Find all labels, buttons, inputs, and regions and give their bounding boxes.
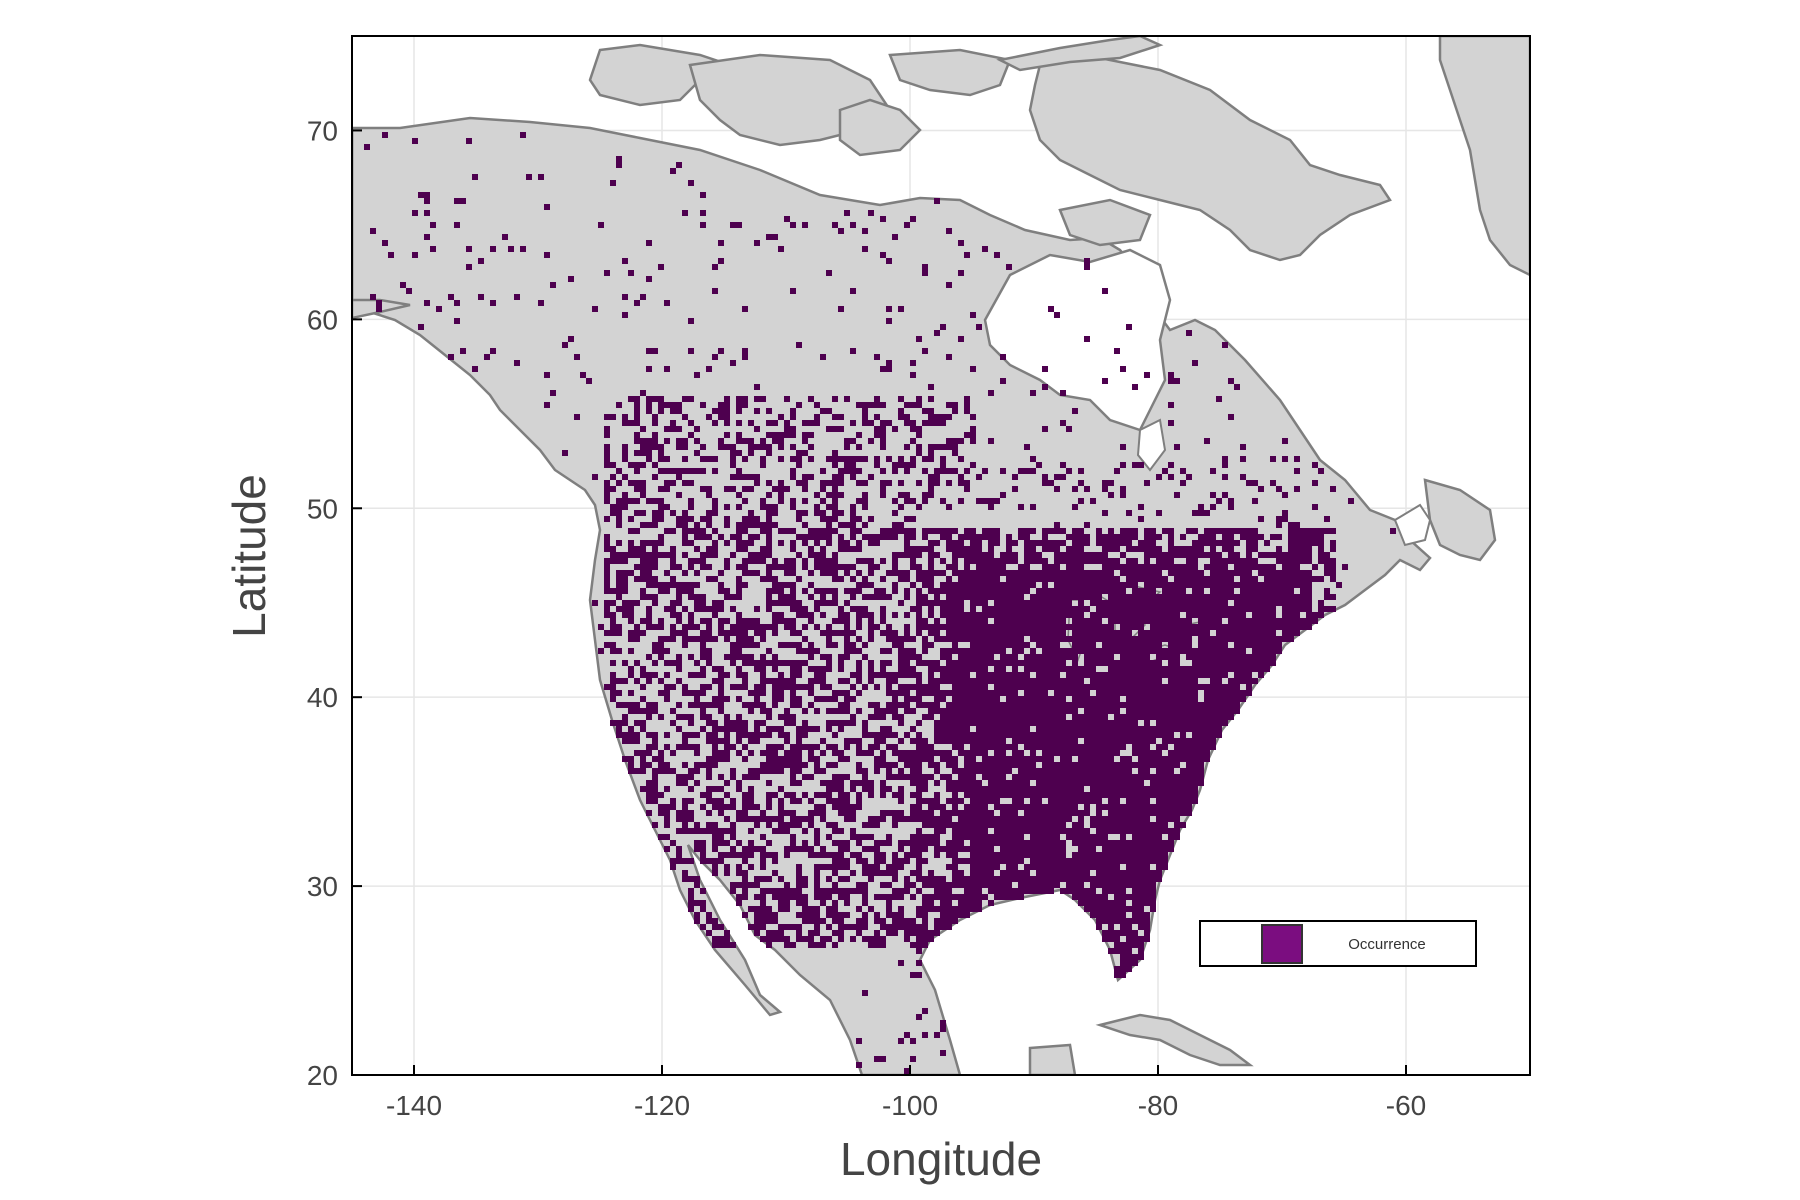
y-tick-label: 20 xyxy=(307,1060,338,1091)
land-baffin-island xyxy=(1028,56,1392,262)
land-arctic-island-1 xyxy=(588,43,734,107)
land-alaska xyxy=(352,128,411,320)
land-cuba xyxy=(1095,1013,1254,1067)
land-arctic-island-4 xyxy=(838,98,922,157)
x-axis-ticks: -140 -120 -100 -80 -60 xyxy=(386,1065,1426,1121)
x-tick-label: -140 xyxy=(386,1090,442,1121)
land-newfoundland xyxy=(1423,478,1497,562)
y-tick-label: 50 xyxy=(307,493,338,524)
x-tick-label: -120 xyxy=(634,1090,690,1121)
x-axis-title: Longitude xyxy=(840,1133,1042,1185)
y-tick-label: 70 xyxy=(307,115,338,146)
y-tick-label: 30 xyxy=(307,871,338,902)
legend-swatch-occurrence xyxy=(1261,924,1303,964)
legend-label-occurrence: Occurrence xyxy=(1348,936,1426,953)
james-bay xyxy=(1136,418,1167,472)
y-axis-ticks: 20 30 40 50 60 70 xyxy=(307,115,362,1091)
land-arctic-island-3 xyxy=(888,48,1012,97)
land-greenland xyxy=(1438,36,1530,277)
y-axis-title: Latitude xyxy=(223,474,275,638)
y-tick-label: 40 xyxy=(307,682,338,713)
land-southampton-island xyxy=(1058,198,1152,247)
x-tick-label: -80 xyxy=(1138,1090,1178,1121)
gulf-of-st-lawrence xyxy=(1393,503,1432,547)
x-tick-label: -100 xyxy=(882,1090,938,1121)
land-yucatan xyxy=(1028,1043,1077,1075)
land-ellesmere-island xyxy=(996,36,1164,72)
y-tick-label: 60 xyxy=(307,304,338,335)
occurrence-layer xyxy=(364,132,1396,1074)
occurrence-cells xyxy=(364,132,1396,1074)
legend-box xyxy=(1199,920,1477,967)
plot-frame xyxy=(351,35,1531,1076)
x-tick-label: -60 xyxy=(1386,1090,1426,1121)
legend: Occurrence xyxy=(1199,920,1477,967)
hudson-bay xyxy=(983,248,1172,432)
